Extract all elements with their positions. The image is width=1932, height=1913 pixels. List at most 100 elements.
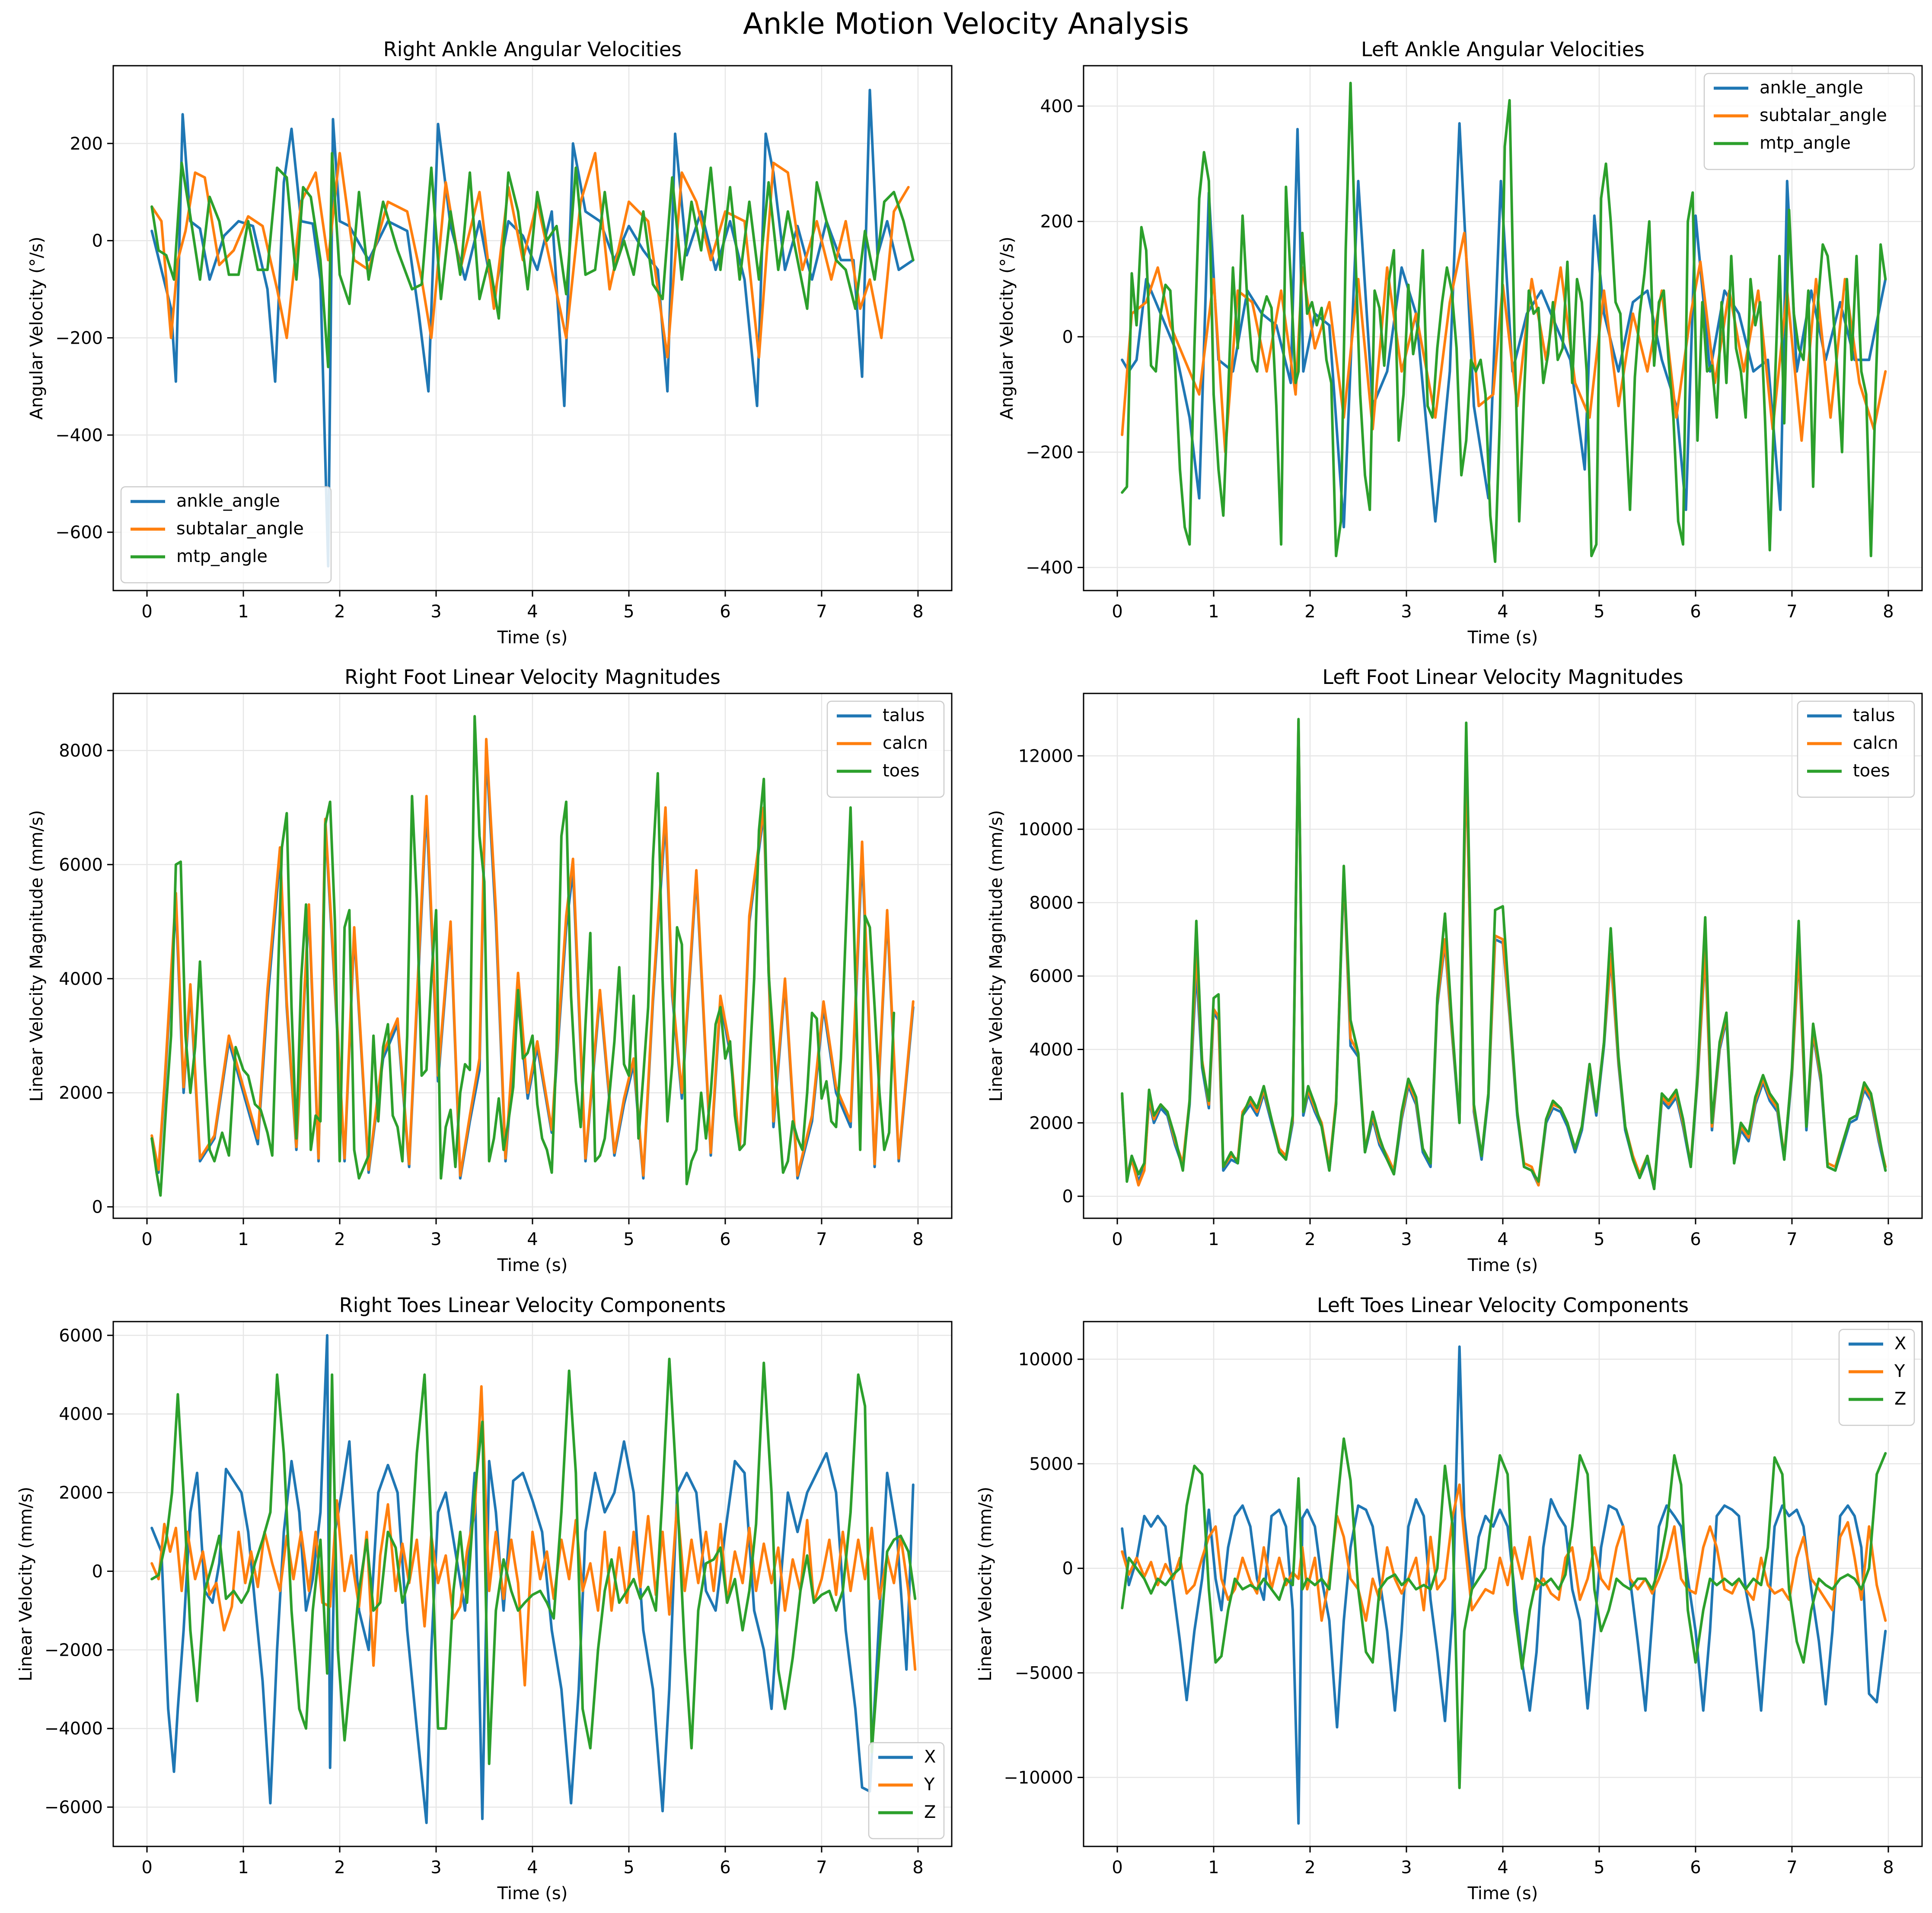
y-tick-label: 0: [92, 1198, 103, 1217]
legend-label: toes: [883, 761, 920, 781]
y-tick-label: 6000: [1029, 967, 1073, 987]
chart-panel-5: 0 1 2 3 4 5 6 7 8 −6000 −4000 −2000 0 2000 4000 6000 Rig…: [16, 1293, 953, 1903]
x-tick-label: 1: [238, 602, 249, 622]
x-tick-label: 0: [1112, 602, 1122, 622]
y-tick-label: 8000: [59, 741, 103, 761]
y-axis-label: Linear Velocity (mm/s): [976, 1487, 995, 1681]
x-tick-label: 4: [1497, 602, 1508, 622]
chart-title: Right Foot Linear Velocity Magnitudes: [344, 665, 721, 689]
chart-panel-4: 0 1 2 3 4 5 6 7 8 0 2000 4000 6000 8000 10000 12000 Left…: [986, 665, 1923, 1275]
chart-title: Right Toes Linear Velocity Components: [339, 1293, 726, 1317]
legend: XYZ: [868, 1742, 945, 1840]
x-tick-label: 1: [1208, 1230, 1219, 1249]
x-tick-label: 0: [141, 1230, 152, 1249]
series-line-y: [150, 1385, 917, 1687]
y-tick-label: 200: [70, 134, 103, 154]
x-tick-label: 4: [1497, 1858, 1508, 1878]
y-tick-label: −200: [1026, 443, 1073, 463]
x-tick-label: 2: [1304, 1858, 1315, 1878]
x-tick-label: 4: [527, 602, 538, 622]
legend-label: Y: [1894, 1361, 1905, 1381]
legend: ankle_angle subtalar_angle mtp_angle: [120, 486, 332, 584]
legend: XYZ: [1838, 1329, 1915, 1426]
x-tick-label: 7: [1786, 1858, 1797, 1878]
legend-label: calcn: [1853, 733, 1898, 753]
chart-panel-3: 0 1 2 3 4 5 6 7 8 0 2000 4000 6000 8000 Right Foot Lin…: [27, 665, 953, 1275]
y-tick-label: 12000: [1018, 746, 1073, 766]
legend-box: [120, 486, 332, 584]
x-tick-label: 4: [527, 1230, 538, 1249]
legend-box: [1838, 1329, 1915, 1426]
legend-box: [1703, 73, 1915, 170]
legend-label: X: [1894, 1334, 1906, 1354]
x-tick-label: 3: [1401, 602, 1412, 622]
y-tick-label: −6000: [45, 1798, 103, 1817]
legend-label: Z: [1894, 1389, 1906, 1409]
x-tick-label: 7: [1786, 602, 1797, 622]
legend-label: Z: [924, 1802, 936, 1822]
legend-label: ankle_angle: [1760, 78, 1863, 98]
y-tick-label: 6000: [59, 855, 103, 875]
legend-box: [868, 1742, 945, 1840]
x-tick-label: 1: [238, 1230, 249, 1249]
series-line-y: [1121, 1483, 1887, 1622]
legend-label: subtalar_angle: [1760, 105, 1887, 125]
series-group: [150, 89, 915, 568]
legend-label: subtalar_angle: [176, 519, 304, 539]
x-tick-label: 2: [1304, 602, 1315, 622]
x-tick-label: 8: [1883, 602, 1894, 622]
x-tick-label: 6: [1690, 1230, 1701, 1249]
x-tick-label: 5: [1594, 602, 1604, 622]
y-tick-label: −400: [1026, 558, 1073, 578]
legend: ankle_angle subtalar_angle mtp_angle: [1703, 73, 1915, 170]
x-tick-label: 7: [1786, 1230, 1797, 1249]
y-tick-label: 4000: [59, 969, 103, 989]
x-tick-label: 1: [1208, 1858, 1219, 1878]
y-tick-label: 0: [92, 1562, 103, 1581]
x-tick-label: 8: [1883, 1230, 1894, 1249]
chart-panel-1: 0 1 2 3 4 5 6 7 8 −600 −400 −200 0 200 Right Ankle Ang…: [27, 38, 953, 648]
x-tick-label: 2: [334, 1858, 345, 1878]
chart-title: Left Foot Linear Velocity Magnitudes: [1322, 665, 1683, 689]
chart-panel-6: 0 1 2 3 4 5 6 7 8 −10000 −5000 0 5000 10000 Left Toes …: [976, 1293, 1923, 1903]
x-tick-label: 3: [430, 1858, 441, 1878]
x-tick-label: 5: [623, 1858, 634, 1878]
x-tick-label: 1: [238, 1858, 249, 1878]
x-tick-label: 5: [1594, 1858, 1604, 1878]
x-tick-label: 1: [1208, 602, 1219, 622]
y-tick-label: 5000: [1029, 1454, 1073, 1474]
legend: talus calcn toes: [826, 700, 945, 798]
series-line-toes: [150, 715, 896, 1197]
x-tick-label: 7: [816, 602, 827, 622]
series-line-x: [1121, 1345, 1887, 1825]
x-tick-label: 5: [623, 1230, 634, 1249]
y-tick-label: 400: [1040, 96, 1073, 116]
figure-title: Ankle Motion Velocity Analysis: [743, 7, 1189, 41]
x-tick-label: 6: [720, 1858, 730, 1878]
series-line-mtp-angle: [150, 152, 915, 368]
grid: [1084, 693, 1922, 1218]
x-tick-label: 2: [334, 1230, 345, 1249]
x-tick-label: 0: [1112, 1230, 1122, 1249]
y-tick-label: −200: [55, 328, 103, 348]
legend-label: X: [924, 1747, 936, 1767]
x-tick-label: 3: [1401, 1858, 1412, 1878]
x-tick-label: 4: [1497, 1230, 1508, 1249]
series-group: [150, 1334, 917, 1824]
series-group: [1121, 82, 1887, 563]
x-tick-label: 7: [816, 1230, 827, 1249]
x-tick-label: 4: [527, 1858, 538, 1878]
x-tick-label: 8: [912, 602, 923, 622]
legend-label: Y: [924, 1775, 935, 1795]
chart-panel-2: 0 1 2 3 4 5 6 7 8 −400 −200 0 200 400 Left Ankle Angul…: [997, 38, 1923, 648]
x-axis-label: Time (s): [497, 1255, 568, 1275]
x-axis-label: Time (s): [1467, 1255, 1538, 1275]
x-tick-label: 0: [141, 1858, 152, 1878]
x-tick-label: 6: [720, 602, 730, 622]
x-tick-label: 0: [141, 602, 152, 622]
x-axis-label: Time (s): [1467, 1884, 1538, 1903]
y-tick-label: 0: [92, 231, 103, 251]
y-tick-label: 0: [1062, 327, 1073, 347]
legend: talus calcn toes: [1797, 700, 1915, 798]
